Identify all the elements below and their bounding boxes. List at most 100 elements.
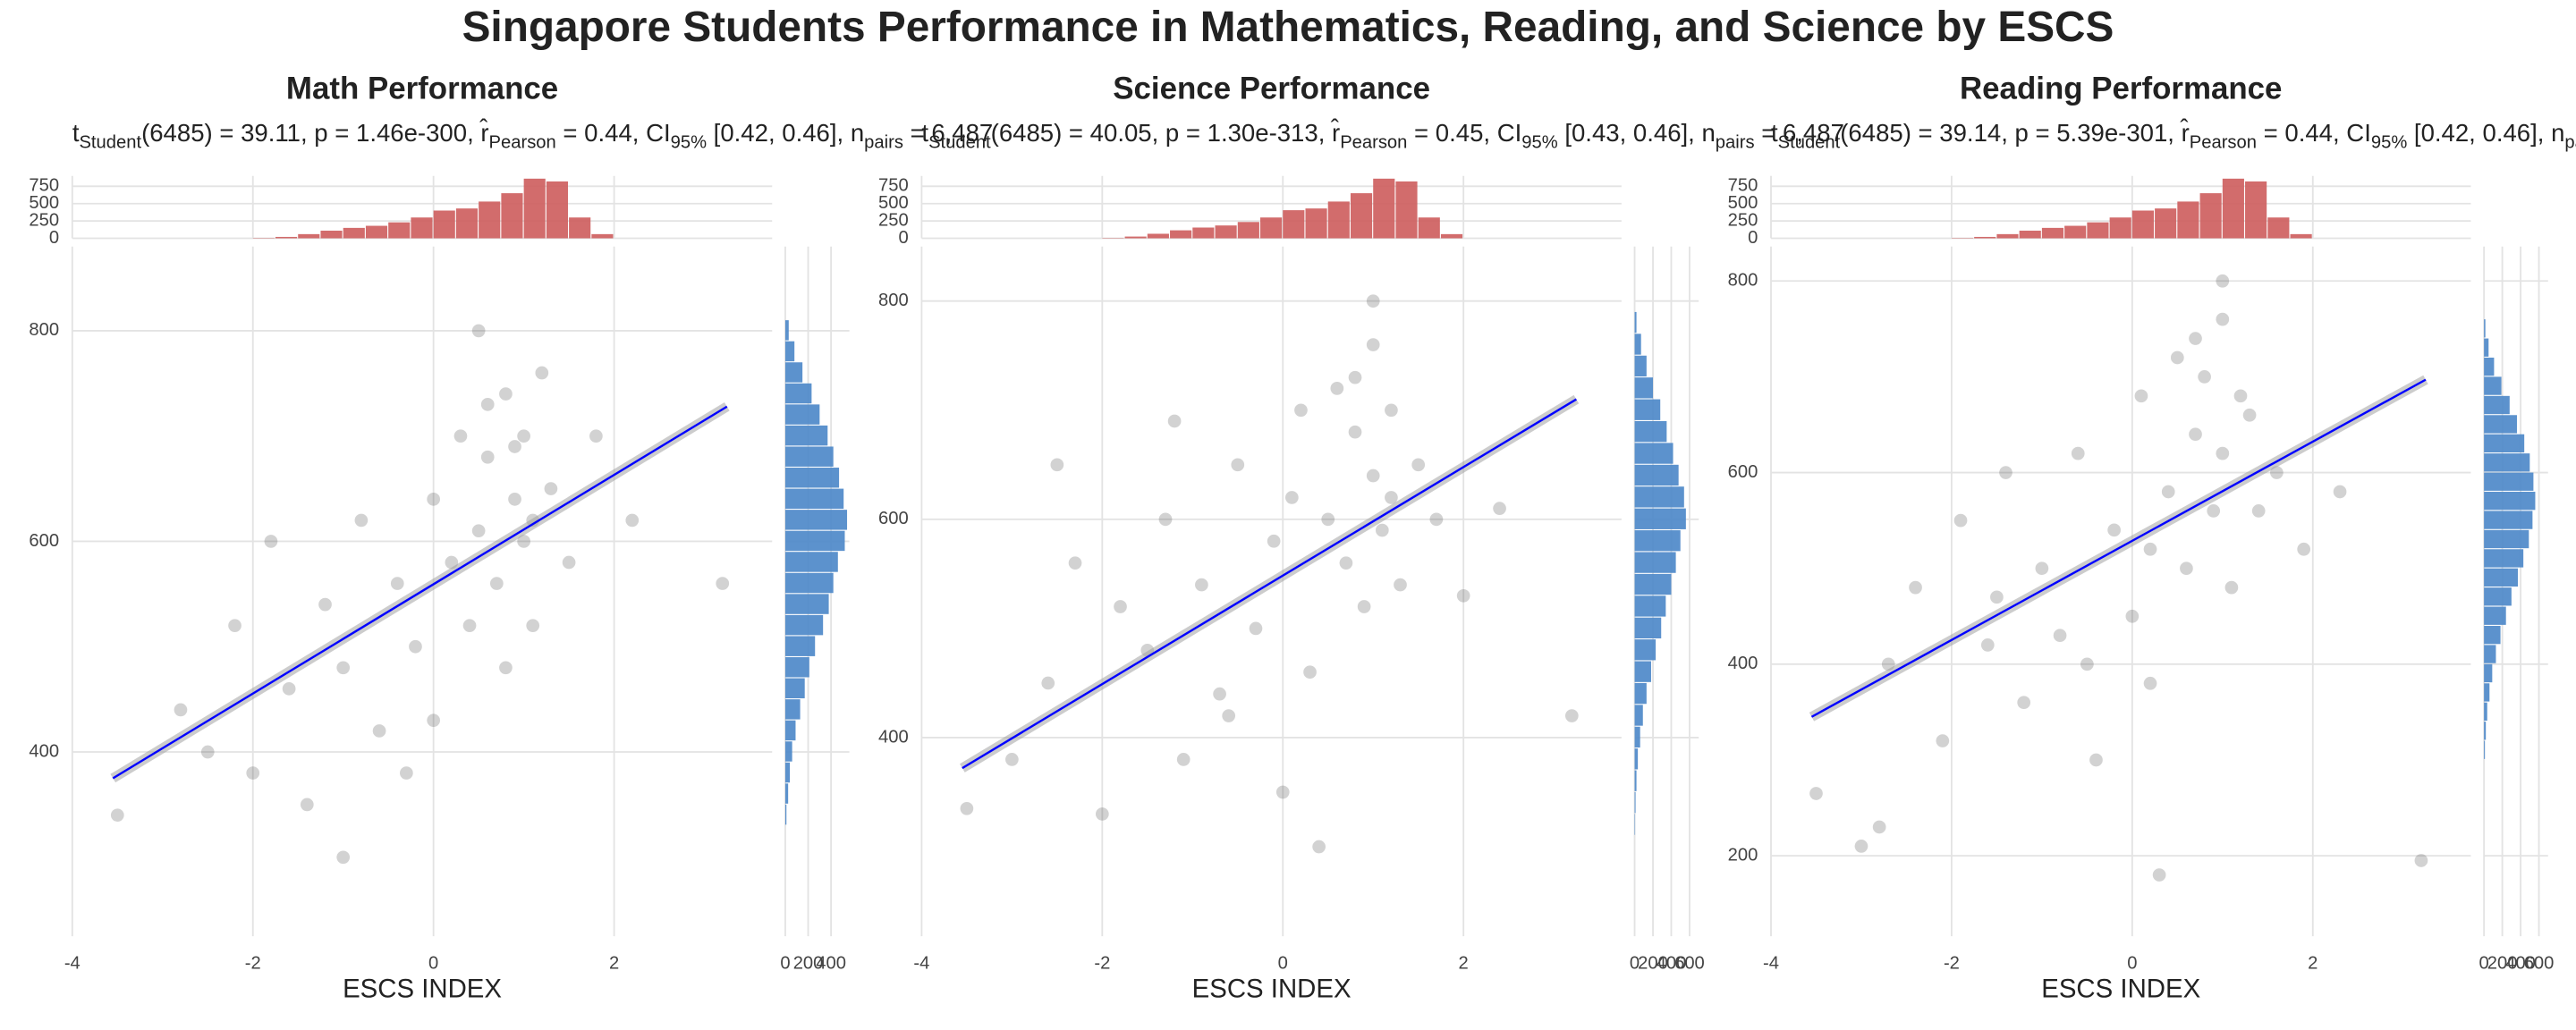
hist-bar xyxy=(784,720,796,741)
hist-bar xyxy=(1215,225,1237,239)
subtitle-part: (6485) = 40.05, p = 1.30e-313, r̂ xyxy=(991,119,1341,147)
hist-bar xyxy=(1237,222,1259,239)
point xyxy=(400,766,413,780)
point xyxy=(318,597,332,612)
subtitle-part: = 0.45, CI xyxy=(1407,119,1521,147)
point xyxy=(2143,542,2157,556)
hist-x-tick-label: 400 xyxy=(1657,954,1687,974)
hist-bar xyxy=(2484,683,2490,702)
point xyxy=(1114,600,1127,613)
point xyxy=(1990,590,2004,604)
hist-bar xyxy=(784,572,834,594)
point xyxy=(1999,466,2012,479)
point xyxy=(480,398,495,411)
hist-bar xyxy=(1260,217,1283,239)
point xyxy=(1041,676,1055,690)
point xyxy=(1385,403,1398,418)
point xyxy=(562,555,576,570)
subtitle-subscript: 95% xyxy=(1521,132,1557,152)
panel-subtitle: tStudent​(6485) = 40.05, p = 1.30e-313, … xyxy=(921,119,1844,152)
panel-subtitle: tStudent​(6485) = 39.14, p = 5.39e-301, … xyxy=(1771,119,2576,152)
point xyxy=(462,619,477,633)
subtitle-part: = 6,487 xyxy=(1755,119,1844,147)
point xyxy=(1411,458,1426,472)
hist-bar xyxy=(523,178,546,239)
point xyxy=(2216,274,2230,288)
point xyxy=(372,724,386,738)
x-tick-label: 2 xyxy=(1459,954,1469,974)
hist-bar xyxy=(275,236,298,239)
hist-bar xyxy=(1634,705,1643,726)
hist-bar xyxy=(2484,319,2486,338)
x-tick-label: -2 xyxy=(1944,954,1960,974)
x-tick-label: 2 xyxy=(2308,954,2318,974)
x-tick-label: 2 xyxy=(609,954,619,974)
hist-bar xyxy=(2484,663,2493,683)
hist-bar xyxy=(1634,355,1647,377)
hist-bar xyxy=(1996,233,2019,239)
fit-line xyxy=(112,405,728,780)
point xyxy=(2152,868,2166,882)
point xyxy=(1348,370,1362,384)
point xyxy=(1231,458,1245,472)
y-tick-label: 400 xyxy=(1728,654,1758,673)
hist-bar xyxy=(2484,491,2536,511)
point xyxy=(1366,469,1380,483)
point xyxy=(2216,446,2230,460)
hist-bar xyxy=(2484,702,2487,722)
point xyxy=(1394,578,1407,592)
point xyxy=(1312,840,1326,854)
subtitle-subscript: Student xyxy=(1778,132,1841,152)
hist-bar xyxy=(784,783,789,804)
point xyxy=(282,682,296,696)
hist-bar xyxy=(2484,740,2486,759)
point xyxy=(589,429,603,443)
point xyxy=(499,661,513,675)
hist-bar xyxy=(2484,434,2525,453)
point xyxy=(2125,609,2140,623)
x-tick-label: -2 xyxy=(1094,954,1110,974)
hist-bar xyxy=(365,225,388,239)
point xyxy=(228,619,242,633)
point xyxy=(1854,840,1868,853)
hist-bar xyxy=(784,383,812,404)
hist-bar xyxy=(1634,792,1636,814)
point xyxy=(1095,807,1109,821)
point xyxy=(2170,350,2184,365)
point xyxy=(174,703,188,717)
subtitle-part: (6485) = 39.14, p = 5.39e-301, r̂ xyxy=(1840,119,2190,147)
hist-bar xyxy=(1634,770,1637,791)
hist-y-tick-label: 250 xyxy=(878,210,909,230)
hist-y-tick-label: 750 xyxy=(29,176,59,196)
point xyxy=(409,639,422,654)
point xyxy=(1176,753,1191,766)
hist-bar xyxy=(433,210,455,239)
hist-bar xyxy=(2222,178,2244,239)
x-tick-label: -4 xyxy=(913,954,929,974)
hist-bar xyxy=(1440,233,1463,239)
point xyxy=(2180,561,2193,576)
point xyxy=(508,493,521,506)
panel-title: Math Performance xyxy=(286,71,558,106)
hist-bar xyxy=(2484,722,2487,740)
hist-bar xyxy=(479,201,501,239)
hist-y-tick-label: 250 xyxy=(29,210,59,230)
point xyxy=(1366,338,1380,351)
hist-y-tick-label: 0 xyxy=(898,228,908,248)
x-tick-label: -4 xyxy=(64,954,80,974)
point xyxy=(1456,588,1470,603)
x-tick-label: 0 xyxy=(2127,954,2137,974)
hist-bar xyxy=(2484,415,2517,434)
hist-bar xyxy=(1147,233,1169,239)
hist-bar xyxy=(2177,201,2199,239)
hist-bar xyxy=(784,510,848,530)
subtitle-subscript: Pearson xyxy=(489,132,556,152)
point xyxy=(1330,382,1344,395)
point xyxy=(427,713,441,728)
point xyxy=(200,745,215,759)
hist-bar xyxy=(784,530,845,552)
subtitle-subscript: Student xyxy=(79,132,141,152)
hist-x-tick-label: 600 xyxy=(1674,954,1705,974)
panel-title: Science Performance xyxy=(1113,71,1430,106)
